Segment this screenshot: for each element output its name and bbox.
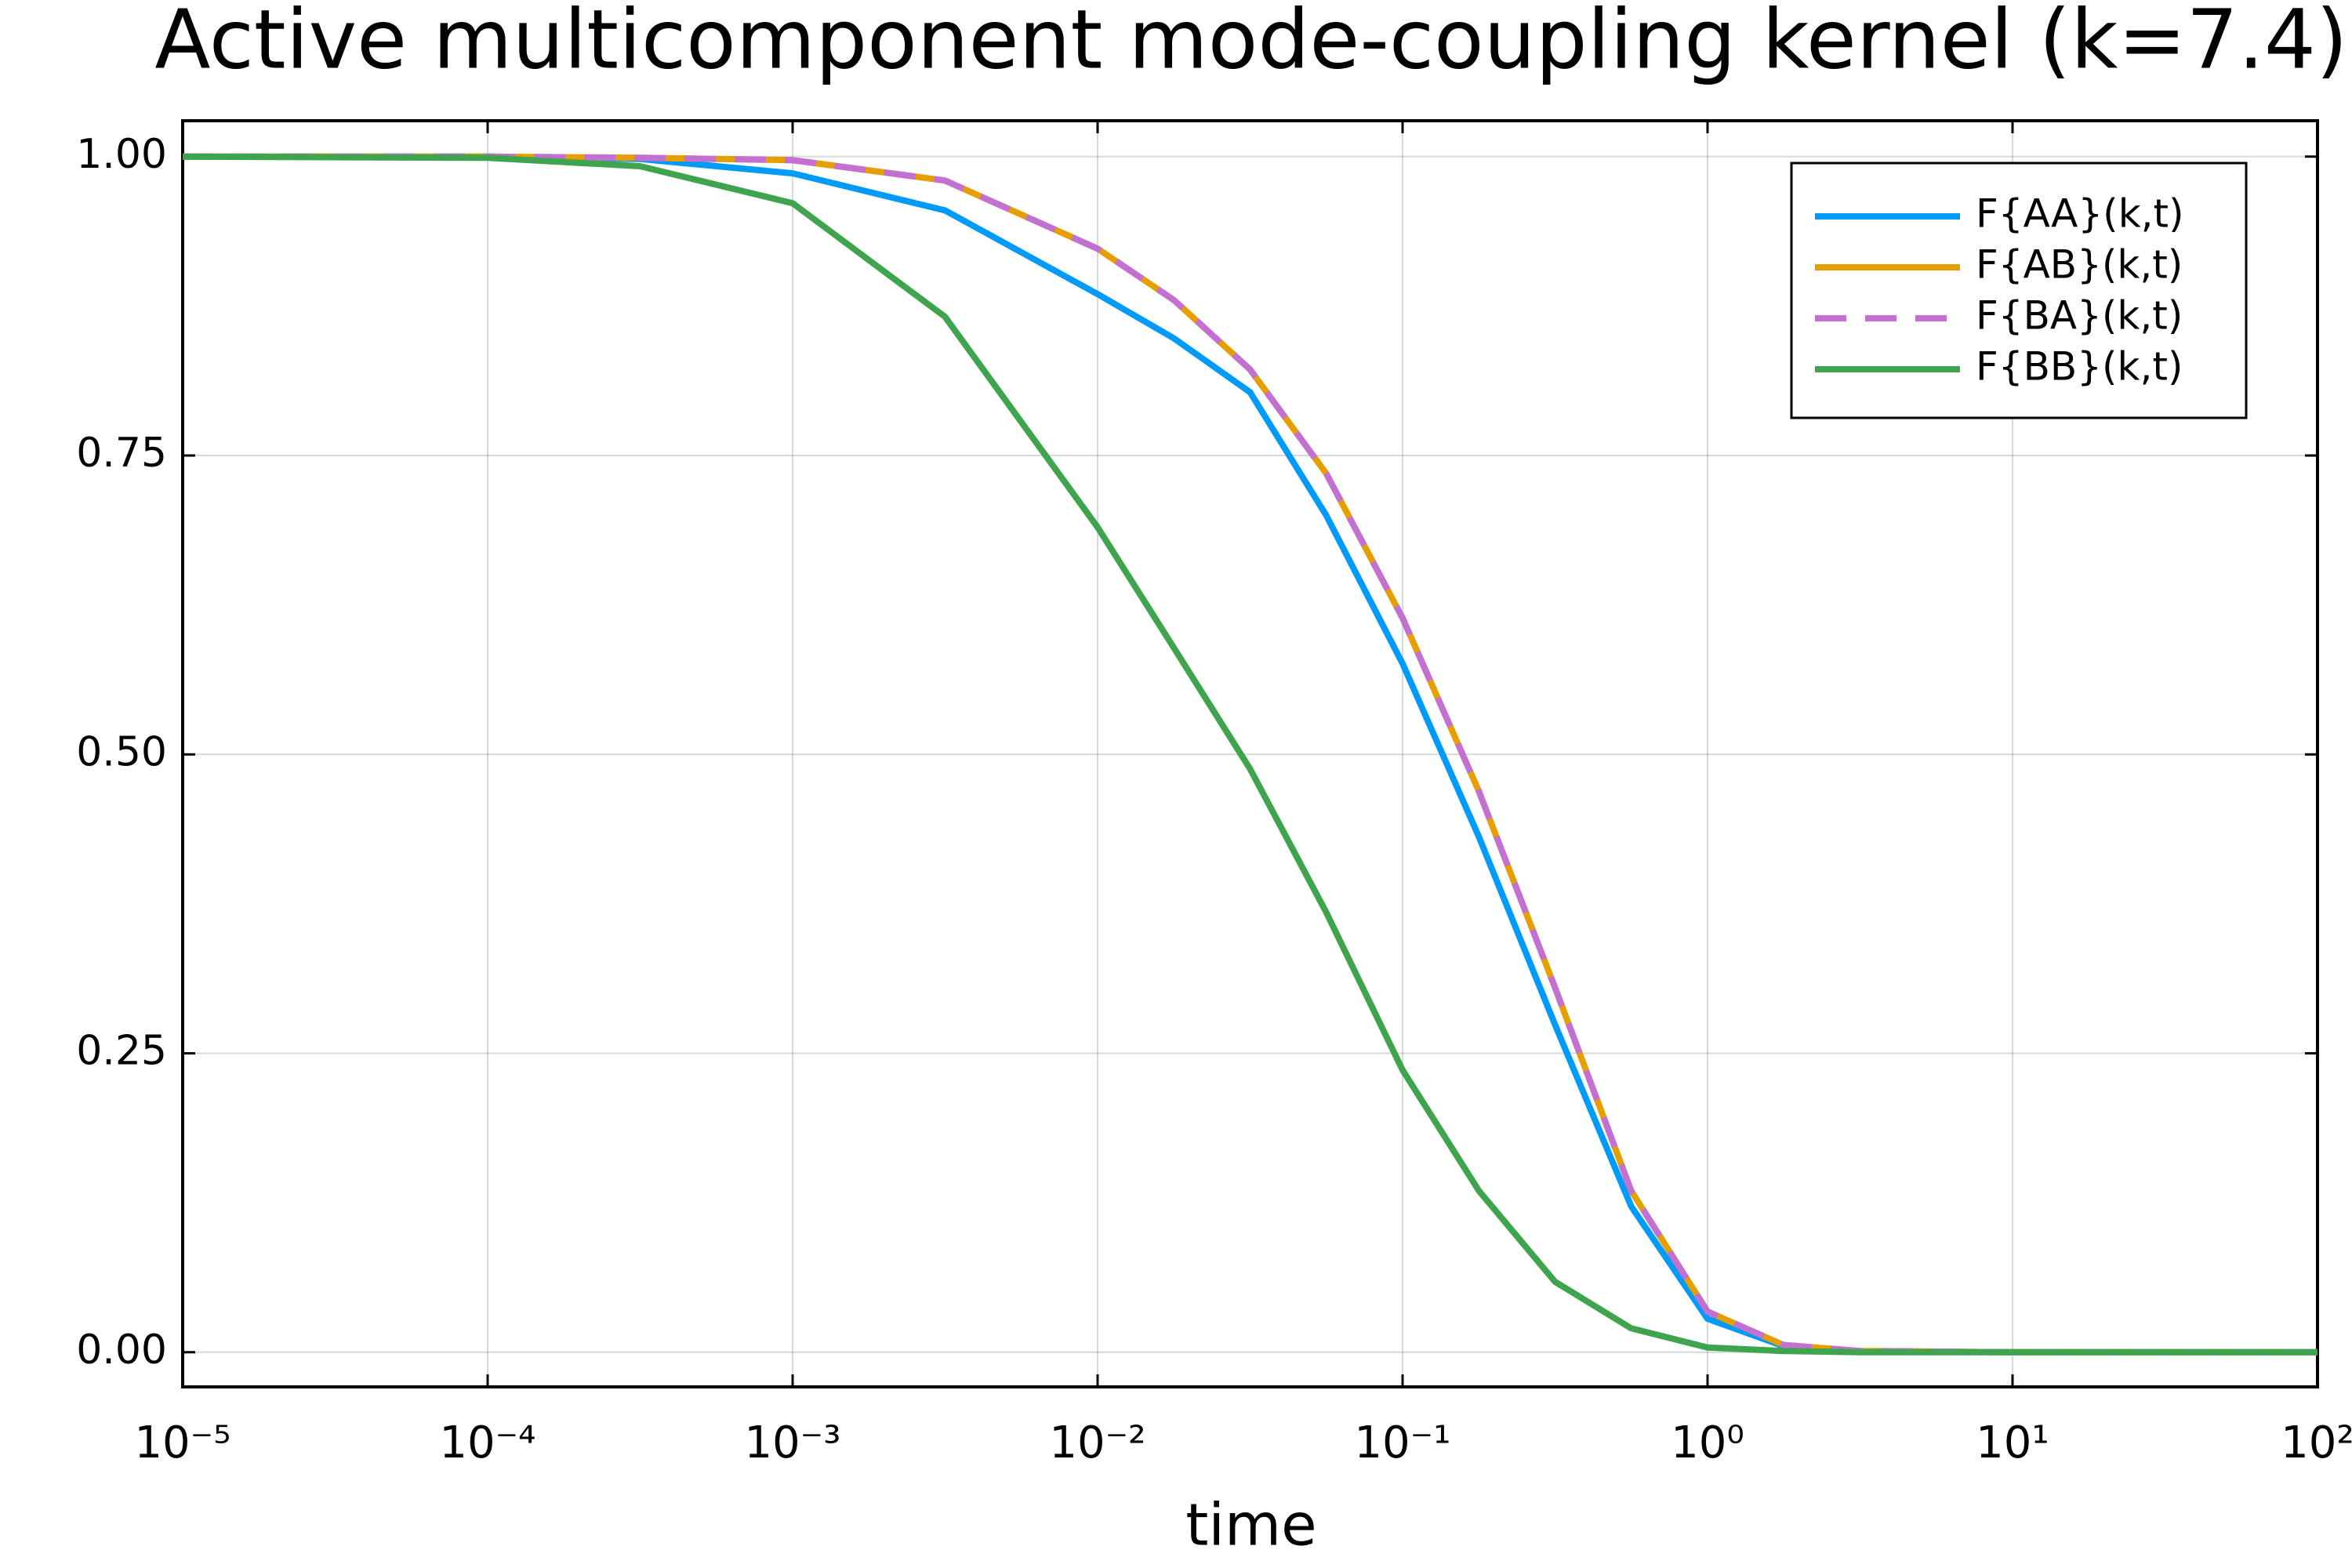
chart-title: Active multicomponent mode-coupling kern… (154, 0, 2347, 87)
y-tick-label: 0.50 (76, 728, 167, 775)
y-tick-label: 0.25 (76, 1028, 167, 1075)
legend-label: F{AA}(k,t) (1976, 191, 2184, 237)
x-tick-label: 10⁻⁴ (439, 1417, 535, 1468)
x-tick-label: 10⁻¹ (1354, 1417, 1450, 1468)
x-tick-label: 10² (2281, 1417, 2352, 1468)
x-tick-label: 10⁻⁵ (134, 1417, 230, 1468)
legend-label: F{AB}(k,t) (1976, 242, 2183, 288)
plot-frame (181, 119, 2319, 1388)
x-axis-label: time (1185, 1492, 1316, 1559)
data-line (182, 153, 2318, 1356)
legend-label: F{BB}(k,t) (1976, 344, 2183, 390)
y-tick-label: 0.75 (76, 430, 167, 477)
y-tick-label: 0.00 (76, 1327, 167, 1374)
legend-label: F{BA}(k,t) (1976, 293, 2183, 339)
x-tick-label: 10⁻² (1049, 1417, 1145, 1468)
y-tick-label: 1.00 (76, 131, 167, 178)
x-tick-label: 10¹ (1976, 1417, 2049, 1468)
x-tick-label: 10⁻³ (744, 1417, 840, 1468)
data-line (183, 153, 2318, 1356)
legend-box (1790, 162, 2248, 419)
x-tick-label: 10⁰ (1671, 1417, 1744, 1468)
